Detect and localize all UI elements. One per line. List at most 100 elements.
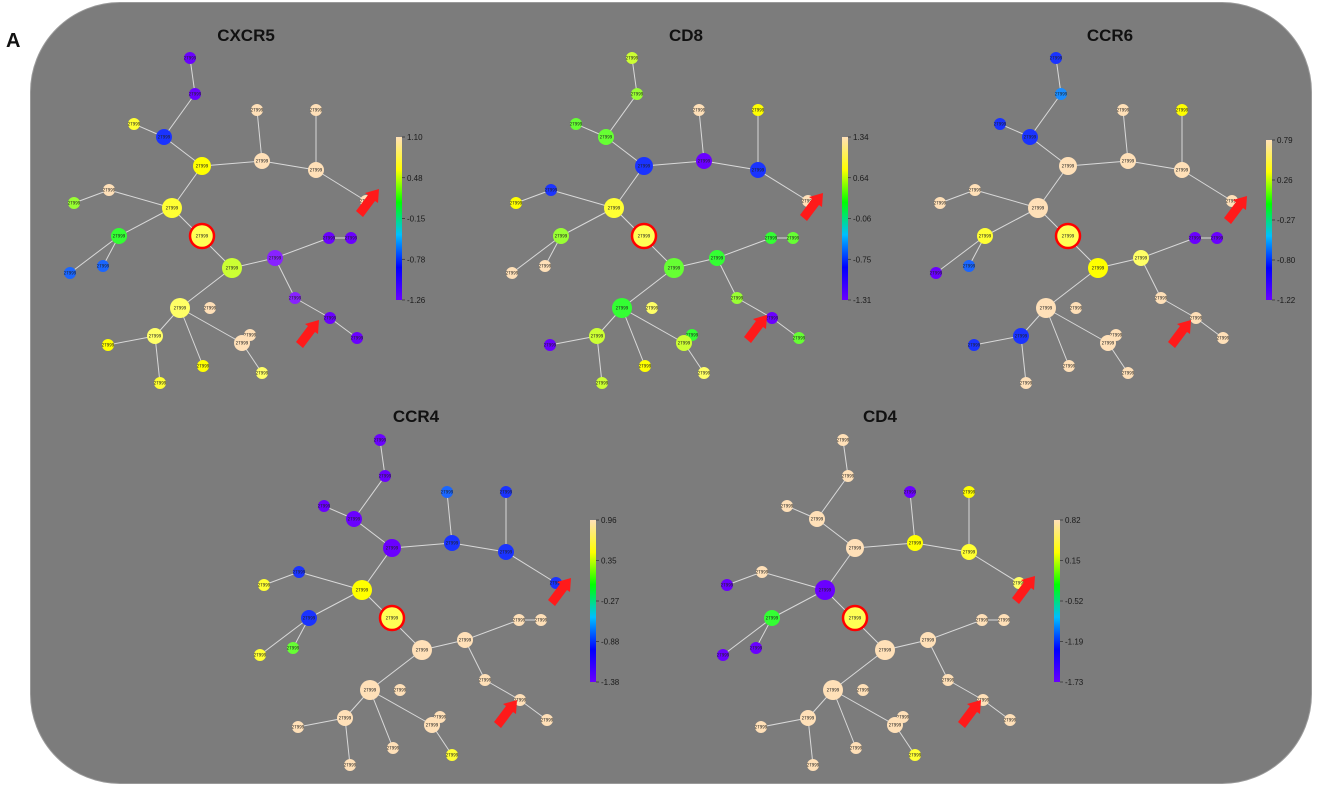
edge	[1045, 267, 1099, 309]
node-circle	[570, 118, 582, 130]
node: 27999	[807, 759, 820, 771]
node-circle	[963, 486, 975, 498]
node-label: 27999	[1176, 168, 1189, 173]
node-label: 27999	[550, 581, 563, 586]
node-circle	[1100, 335, 1116, 351]
node-circle	[766, 312, 778, 324]
edge	[927, 619, 983, 641]
node-label: 27999	[324, 316, 337, 321]
node-circle	[963, 260, 975, 272]
node-circle	[1013, 328, 1029, 344]
node: 27999	[977, 228, 993, 244]
node-circle	[1059, 157, 1077, 175]
edge	[163, 93, 196, 138]
node: 27999	[800, 710, 816, 726]
node-circle	[823, 680, 843, 700]
red-arrow-icon	[1224, 196, 1247, 224]
colorbar: 0.79 0.26 -0.27 -0.80 -1.22	[1266, 136, 1296, 305]
node-label: 27999	[752, 168, 765, 173]
node-label: 27999	[1155, 296, 1168, 301]
tick-label: 0.15	[1065, 557, 1081, 566]
tick-label: -1.22	[1277, 296, 1296, 305]
node-circle	[998, 614, 1010, 626]
node: 27999	[1176, 104, 1189, 116]
node-label: 27999	[292, 725, 305, 730]
node: 27999	[193, 157, 211, 175]
node-label: 27999	[963, 264, 976, 269]
node: 27999	[500, 486, 513, 498]
node-circle	[930, 267, 942, 279]
edge	[722, 617, 773, 656]
edge	[909, 491, 916, 544]
node-label: 27999	[555, 234, 568, 239]
edge	[511, 235, 562, 274]
node-circle	[1028, 198, 1048, 218]
edge	[189, 57, 196, 95]
node-circle	[541, 714, 553, 726]
node: 27999	[251, 104, 264, 116]
node: 27999	[755, 721, 768, 733]
node: 27999	[1055, 88, 1068, 100]
node: 27999	[589, 328, 605, 344]
edge	[1045, 307, 1070, 367]
colorbar-gradient	[1054, 520, 1060, 682]
node-label: 27999	[781, 504, 794, 509]
node-circle	[156, 129, 172, 145]
node-label: 27999	[184, 56, 197, 61]
node-label: 27999	[756, 570, 769, 575]
node: 27999	[846, 539, 864, 557]
node-circle	[324, 312, 336, 324]
edge	[698, 109, 705, 162]
node: 27999	[676, 335, 692, 351]
node-circle	[1022, 129, 1038, 145]
node-label: 27999	[287, 646, 300, 651]
colorbar: 0.82 0.15 -0.52 -1.19 -1.73	[1054, 516, 1084, 687]
node-label: 27999	[638, 164, 651, 169]
edge	[201, 160, 263, 167]
node: 27999	[1013, 328, 1029, 344]
node: 27999	[850, 742, 863, 754]
node-label: 27999	[166, 206, 179, 211]
node-circle	[222, 258, 242, 278]
node-label: 27999	[811, 517, 824, 522]
node: 27999	[97, 260, 110, 272]
node-label: 27999	[149, 334, 162, 339]
node-label: 27999	[977, 698, 990, 703]
node: 27999	[360, 680, 380, 700]
red-arrow-icon	[356, 189, 379, 217]
node-circle	[193, 157, 211, 175]
node-circle	[154, 377, 166, 389]
node: 27999	[234, 335, 250, 351]
node: 27999	[942, 674, 955, 686]
node: 27999	[887, 717, 903, 733]
node-label: 27999	[348, 517, 361, 522]
node-circle	[506, 267, 518, 279]
node: 27999	[1100, 335, 1116, 351]
node-label: 27999	[678, 341, 691, 346]
node-label: 27999	[802, 199, 815, 204]
graph-title-ccr6: CCR6	[1086, 26, 1134, 45]
node-circle	[444, 535, 460, 551]
node-label: 27999	[969, 188, 982, 193]
node-circle	[961, 544, 977, 560]
node-label: 27999	[323, 236, 336, 241]
edge	[259, 617, 310, 656]
edge	[726, 571, 763, 586]
node-circle	[934, 197, 946, 209]
node: 27999	[293, 566, 306, 578]
node-label: 27999	[394, 688, 407, 693]
node-circle	[1176, 104, 1188, 116]
node-label: 27999	[379, 474, 392, 479]
node-label: 27999	[113, 234, 126, 239]
node-label: 27999	[1020, 381, 1033, 386]
node: 27999	[424, 717, 440, 733]
tick-label: -1.19	[1065, 638, 1084, 647]
node: 27999	[875, 640, 895, 660]
node: 27999	[102, 339, 115, 351]
edge	[1055, 57, 1062, 95]
node: 27999	[506, 267, 519, 279]
node-label: 27999	[849, 616, 862, 621]
node: 27999	[1133, 250, 1149, 266]
node-circle	[1120, 153, 1136, 169]
graph-ccr6: 27999 27999 27999 27999 27999 27999 27999 27999…	[930, 52, 1296, 389]
